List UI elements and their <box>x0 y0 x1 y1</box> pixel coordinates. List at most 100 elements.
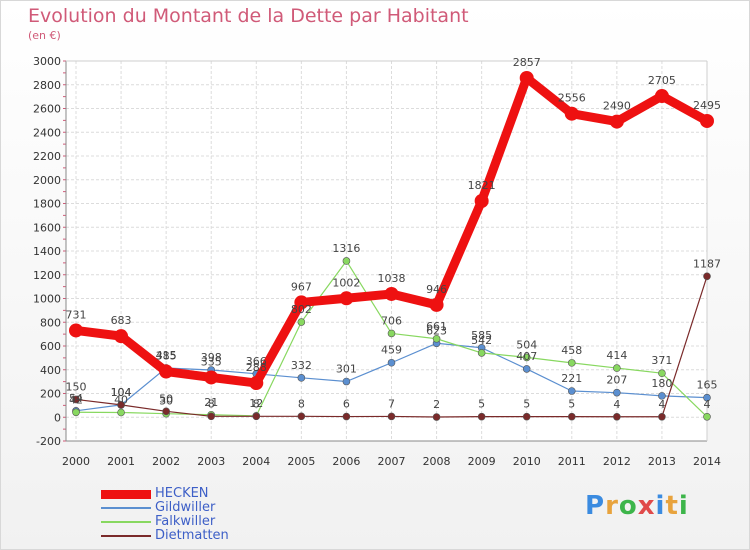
data-point-hecken <box>339 291 354 306</box>
data-point-dietmatten <box>117 401 125 409</box>
data-point-hecken <box>249 376 264 391</box>
data-label-dietmatten: 7 <box>388 397 395 410</box>
data-label-hecken: 385 <box>156 350 177 363</box>
data-point-dietmatten <box>162 407 170 416</box>
logo-letter: P <box>585 491 606 521</box>
data-point-gildwiller <box>297 374 306 382</box>
data-point-falkwiller <box>342 257 351 265</box>
y-tick-label: 200 <box>40 388 61 401</box>
data-label-hecken: 2857 <box>513 56 541 69</box>
data-label-gildwiller: 398 <box>201 351 222 364</box>
y-tick-label: 1000 <box>33 293 61 306</box>
data-label-falkwiller: 414 <box>606 349 627 362</box>
data-point-hecken <box>700 113 714 128</box>
data-label-dietmatten: 5 <box>568 398 575 411</box>
legend-swatch <box>101 507 151 509</box>
data-point-dietmatten <box>72 395 80 404</box>
data-label-gildwiller: 366 <box>246 355 267 368</box>
logo-letter: i <box>678 491 689 521</box>
x-tick-label: 2000 <box>62 455 90 468</box>
data-label-dietmatten: 104 <box>111 386 132 399</box>
data-point-falkwiller <box>613 364 621 372</box>
data-label-dietmatten: 6 <box>343 398 350 411</box>
data-label-falkwiller: 504 <box>516 338 537 351</box>
x-tick-label: 2013 <box>648 455 676 468</box>
data-point-hecken <box>384 286 399 301</box>
data-label-hecken: 731 <box>66 308 87 321</box>
data-label-gildwiller: 623 <box>426 324 447 337</box>
data-point-falkwiller <box>522 353 531 362</box>
data-point-hecken <box>204 370 219 385</box>
data-point-dietmatten <box>522 412 531 421</box>
data-point-falkwiller <box>117 408 125 417</box>
data-point-dietmatten <box>252 412 261 421</box>
data-point-falkwiller <box>387 329 396 338</box>
data-point-falkwiller <box>297 318 306 326</box>
data-label-dietmatten: 2 <box>433 398 440 411</box>
x-tick-label: 2007 <box>378 455 406 468</box>
logo-letter: t <box>665 491 679 521</box>
y-tick-label: 600 <box>40 340 61 353</box>
data-label-hecken: 683 <box>111 314 132 327</box>
data-point-gildwiller <box>567 387 576 395</box>
x-tick-label: 2006 <box>332 455 360 468</box>
data-label-hecken: 946 <box>426 283 447 296</box>
data-point-falkwiller <box>658 369 666 377</box>
data-label-dietmatten: 150 <box>66 380 87 393</box>
data-label-gildwiller: 585 <box>471 329 492 342</box>
data-label-hecken: 335 <box>201 355 222 368</box>
data-point-hecken <box>519 70 534 85</box>
data-label-falkwiller: 4 <box>704 398 711 411</box>
data-label-dietmatten: 4 <box>613 398 620 411</box>
data-label-gildwiller: 301 <box>336 363 357 376</box>
data-label-gildwiller: 459 <box>381 344 402 357</box>
data-label-falkwiller: 802 <box>291 303 312 316</box>
logo-letter: r <box>605 491 619 521</box>
data-label-hecken: 2490 <box>603 100 631 113</box>
data-point-gildwiller <box>522 365 531 373</box>
data-point-hecken <box>294 295 309 310</box>
data-label-falkwiller: 706 <box>381 314 402 327</box>
data-point-gildwiller <box>387 358 396 367</box>
data-point-hecken <box>564 106 579 121</box>
data-point-dietmatten <box>207 412 216 421</box>
data-label-hecken: 2556 <box>558 92 586 105</box>
data-label-falkwiller: 40 <box>114 394 128 407</box>
series-layer <box>69 70 714 421</box>
data-label-dietmatten: 8 <box>298 397 305 410</box>
data-label-falkwiller: 30 <box>159 395 173 408</box>
y-tick-label: 800 <box>40 316 61 329</box>
legend-swatch <box>101 521 151 523</box>
axes: -200 0 200 400 600 800 1000 1200 1400 1600 1800 200… <box>33 55 721 468</box>
data-label-hecken: 1002 <box>332 276 360 289</box>
data-point-dietmatten <box>567 412 576 421</box>
data-point-dietmatten <box>387 412 396 421</box>
y-tick-label: 400 <box>40 364 61 377</box>
data-point-hecken <box>159 364 174 379</box>
data-point-hecken <box>609 114 624 129</box>
data-point-dietmatten <box>297 412 306 421</box>
data-point-dietmatten <box>342 412 351 421</box>
y-tick-label: 2800 <box>33 79 61 92</box>
data-label-falkwiller: 42 <box>69 393 83 406</box>
data-label-falkwiller: 661 <box>426 320 447 333</box>
data-label-gildwiller: 332 <box>291 359 312 372</box>
data-label-gildwiller: 54 <box>69 392 83 405</box>
data-label-dietmatten: 5 <box>523 398 530 411</box>
data-label-gildwiller: 407 <box>516 350 537 363</box>
x-tick-label: 2004 <box>242 455 270 468</box>
data-label-falkwiller: 12 <box>249 397 263 410</box>
data-label-gildwiller: 104 <box>111 386 132 399</box>
data-label-gildwiller: 221 <box>561 372 582 385</box>
y-tick-label: 2600 <box>33 103 61 116</box>
data-label-gildwiller: 207 <box>606 374 627 387</box>
data-label-hecken: 288 <box>246 361 267 374</box>
legend-label: Gildwiller <box>155 500 216 515</box>
data-point-hecken <box>654 89 669 104</box>
data-label-hecken: 967 <box>291 280 312 293</box>
x-tick-label: 2008 <box>423 455 451 468</box>
x-tick-label: 2005 <box>287 455 315 468</box>
data-label-dietmatten: 8 <box>253 397 260 410</box>
